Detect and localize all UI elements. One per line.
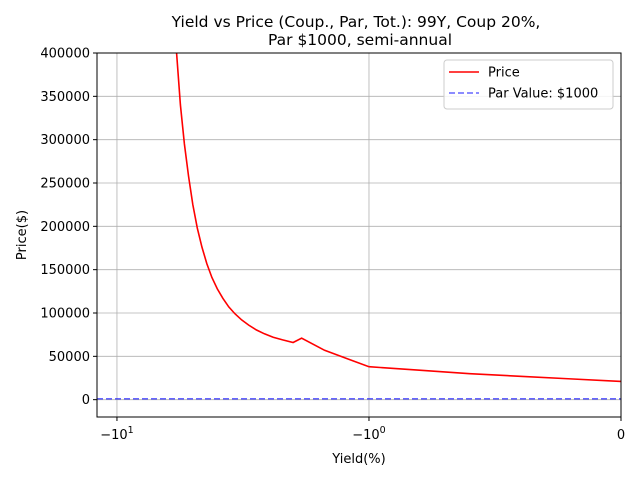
- x-tick-label: 0: [617, 428, 625, 443]
- x-tick-exponent: 0: [380, 425, 386, 436]
- y-tick-label: 250000: [40, 177, 90, 192]
- y-tick-label: 0: [82, 393, 90, 408]
- x-axis-label: Yield(%): [331, 452, 385, 467]
- legend-label: Price: [488, 66, 520, 81]
- plot-frame: [96, 52, 622, 418]
- y-tick-label: 100000: [40, 307, 90, 322]
- y-tick-label: 200000: [40, 220, 90, 235]
- series-layer: [97, 53, 621, 400]
- series-line-0: [175, 53, 621, 383]
- x-tick-label: −100: [352, 425, 385, 443]
- y-tick-label: 400000: [40, 47, 90, 62]
- chart-title-line-2: Par $1000, semi-annual: [268, 31, 452, 49]
- x-tick-base: −10: [352, 428, 379, 443]
- legend: Price Par Value: $1000: [443, 59, 614, 110]
- legend-label: Par Value: $1000: [488, 87, 598, 102]
- chart-title-line-1: Yield vs Price (Coup., Par, Tot.): 99Y, …: [171, 13, 541, 31]
- y-axis-ticks: 0 50000 100000 150000 200000 250000 300000 3500…: [40, 47, 97, 408]
- y-tick-label: 350000: [40, 90, 90, 105]
- y-tick-label: 50000: [49, 350, 90, 365]
- y-tick-label: 150000: [40, 263, 90, 278]
- x-tick-label: −101: [100, 425, 133, 443]
- x-tick-exponent: 1: [128, 425, 134, 436]
- legend-box: [443, 59, 614, 110]
- x-tick-base: −10: [100, 428, 127, 443]
- y-axis-label: Price($): [15, 210, 30, 260]
- x-axis-ticks: −101 −100 0: [100, 417, 625, 443]
- y-tick-label: 300000: [40, 133, 90, 148]
- x-tick-base: 0: [617, 428, 625, 443]
